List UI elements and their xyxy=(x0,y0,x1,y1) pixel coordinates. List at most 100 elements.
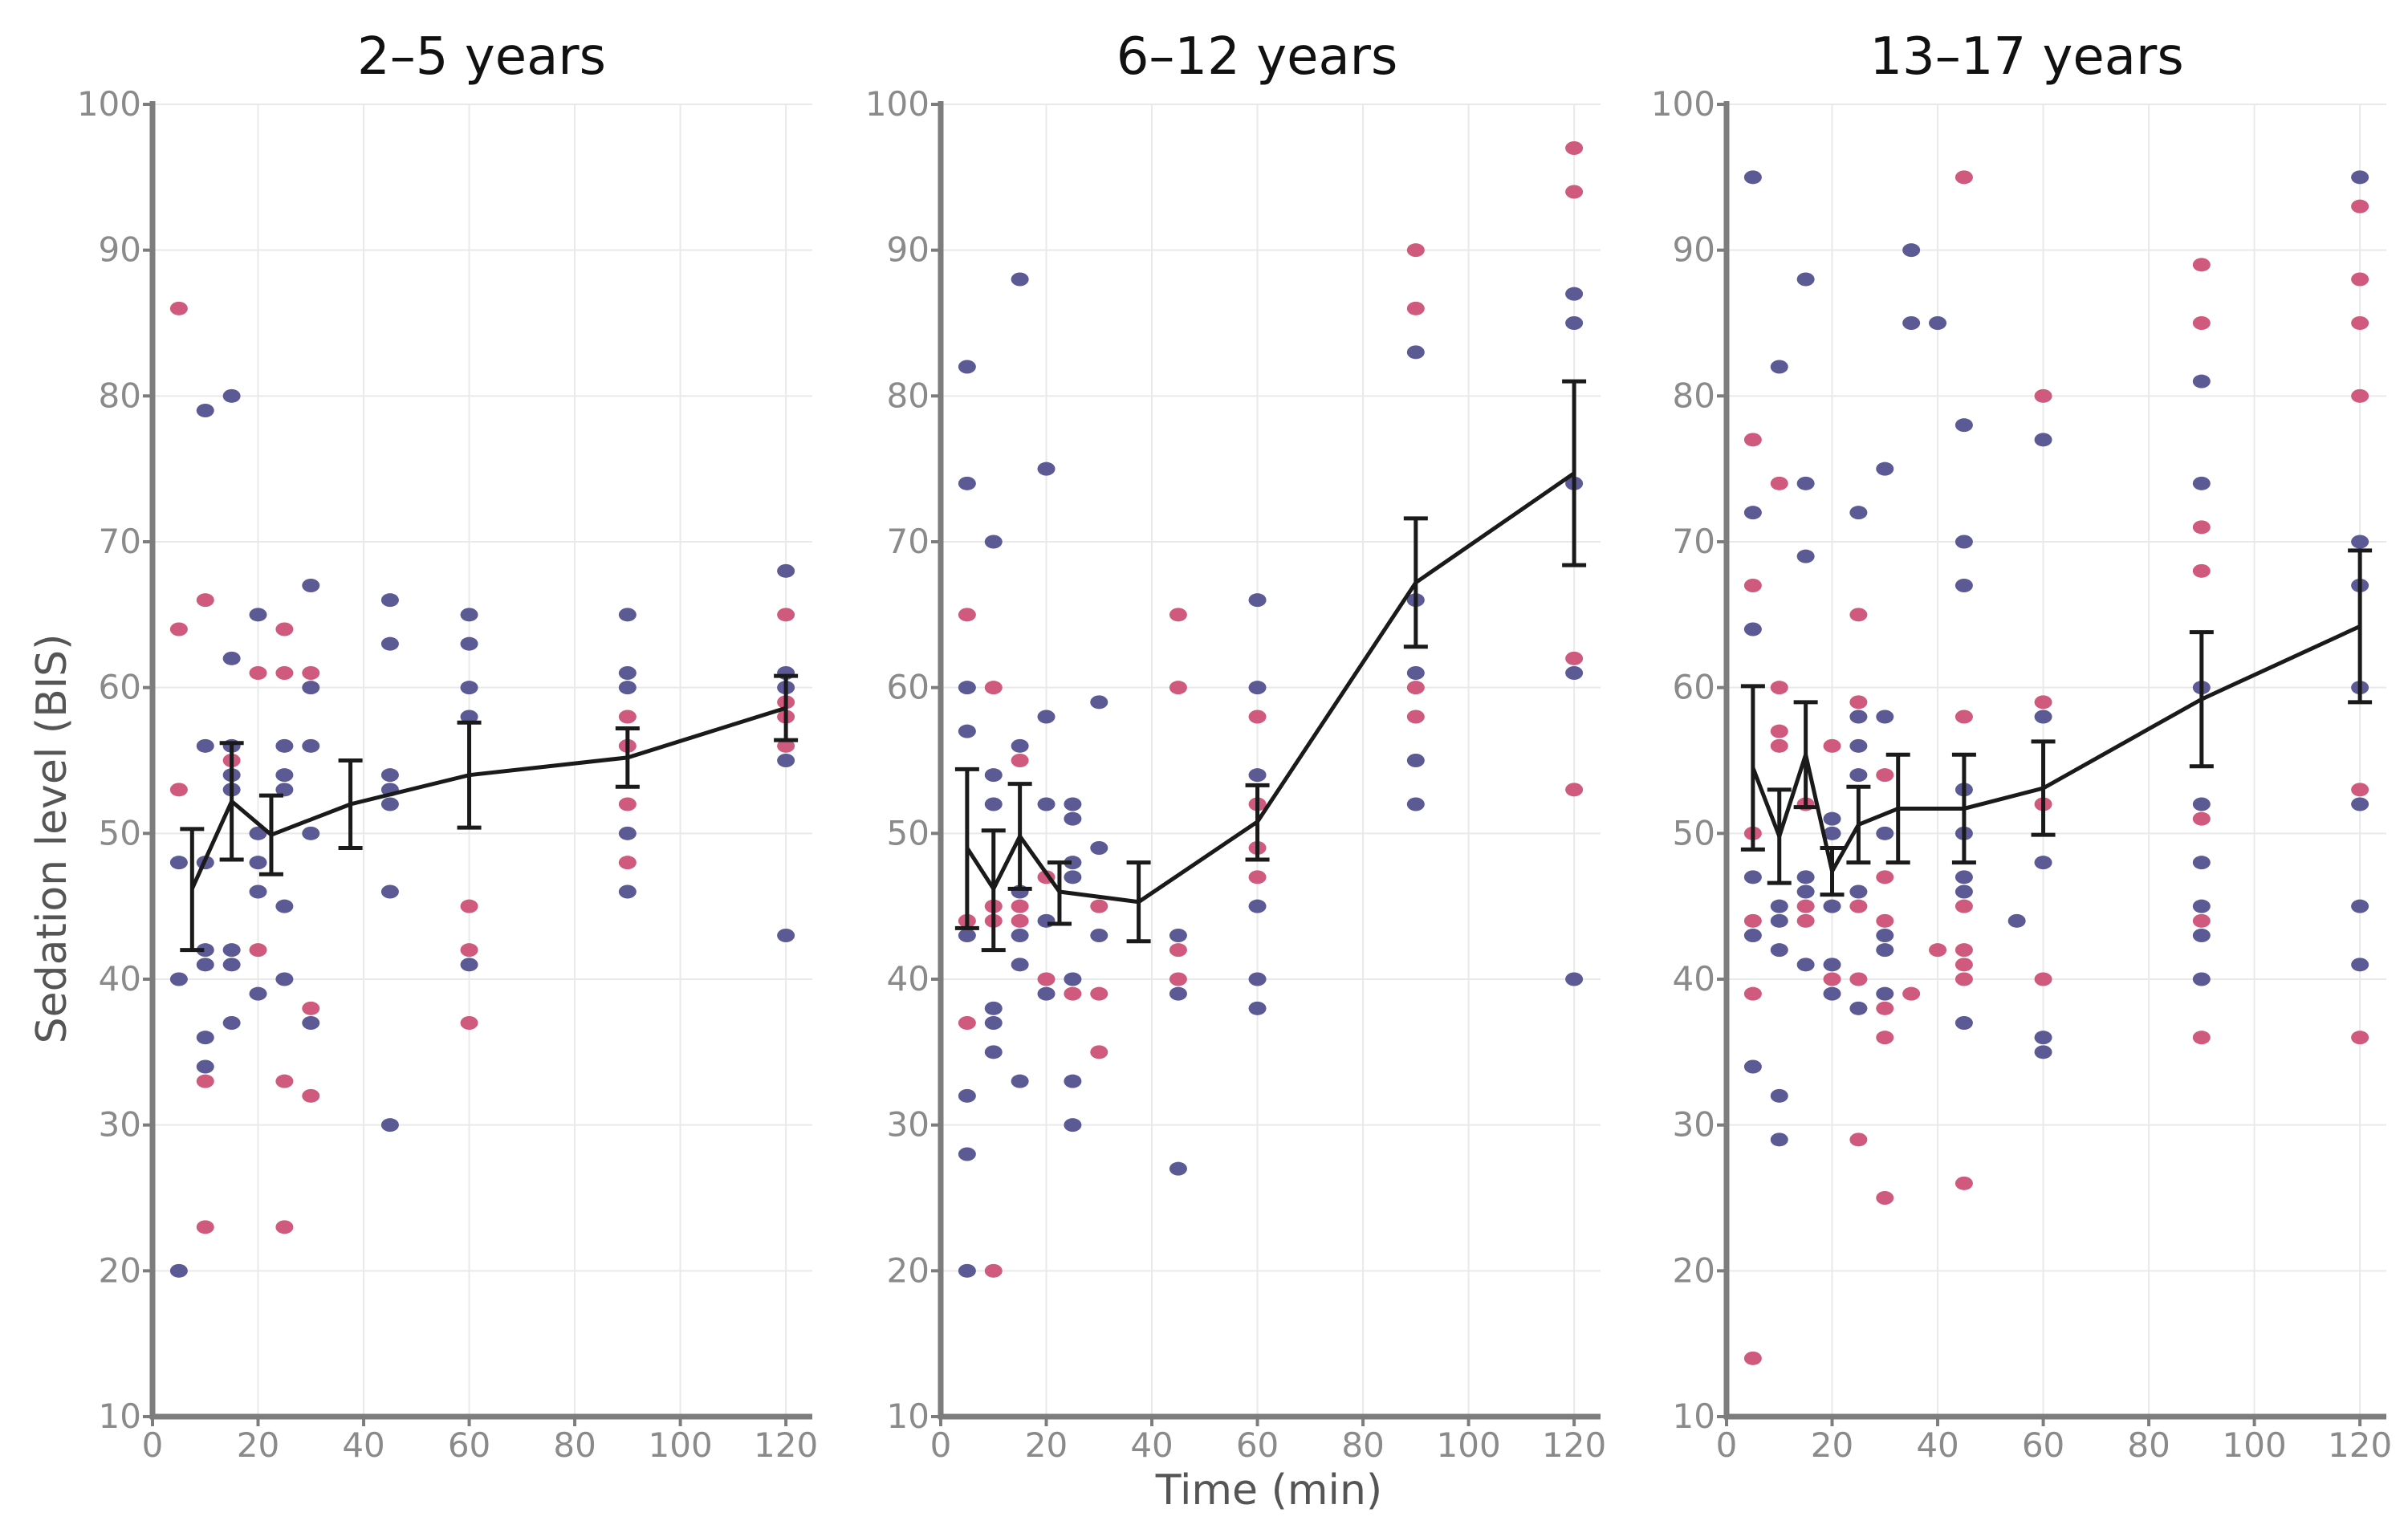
y-tick-label: 90 xyxy=(887,230,929,270)
data-point-group-a xyxy=(2192,476,2211,490)
y-tick-label: 80 xyxy=(887,376,929,415)
panel-title: 6–12 years xyxy=(1117,27,1398,87)
data-point-group-a xyxy=(2034,1045,2052,1059)
data-point-group-a xyxy=(1037,710,1056,724)
data-point-group-a xyxy=(1248,593,1267,608)
data-point-group-a xyxy=(1954,884,1973,899)
mean-line xyxy=(1751,624,2361,877)
y-tick-label: 40 xyxy=(1673,959,1715,998)
data-point-group-b xyxy=(275,1220,294,1234)
data-point-group-b xyxy=(1823,738,1841,753)
x-tick-label: 40 xyxy=(1916,1425,1959,1465)
data-point-group-b xyxy=(169,301,188,315)
data-point-group-b xyxy=(1954,710,1973,724)
data-point-group-b xyxy=(302,1001,320,1015)
x-tick-label: 60 xyxy=(2022,1425,2064,1465)
data-point-group-a xyxy=(1743,1059,1762,1074)
data-point-group-a xyxy=(1011,1074,1029,1088)
y-tick-label: 100 xyxy=(865,84,929,124)
data-point-group-b xyxy=(618,856,637,870)
data-point-group-a xyxy=(1064,972,1082,986)
data-point-group-a xyxy=(1037,797,1056,811)
y-tick-label: 60 xyxy=(887,668,929,707)
data-point-group-b xyxy=(460,899,478,913)
data-point-group-a xyxy=(1011,738,1029,753)
data-point-group-a xyxy=(222,651,241,665)
data-point-group-b xyxy=(1743,433,1762,447)
data-point-group-b xyxy=(1954,1176,1973,1190)
data-point-group-b xyxy=(1849,972,1868,986)
data-point-group-a xyxy=(618,826,637,840)
data-point-group-a xyxy=(1770,1132,1788,1147)
data-point-group-a xyxy=(1796,549,1815,563)
y-tick-label: 10 xyxy=(99,1397,141,1436)
data-point-group-a xyxy=(984,1001,1003,1015)
data-point-group-b xyxy=(1770,724,1788,738)
x-tick-label: 40 xyxy=(342,1425,384,1465)
y-tick-label: 70 xyxy=(1673,522,1715,561)
data-point-group-b xyxy=(1565,651,1584,665)
data-point-group-a xyxy=(2351,797,2369,811)
data-point-group-b xyxy=(1037,972,1056,986)
data-point-group-b xyxy=(196,1220,214,1234)
y-tick-label: 60 xyxy=(1673,668,1715,707)
data-point-group-b xyxy=(1248,870,1267,884)
data-point-group-b xyxy=(618,710,637,724)
data-point-group-b xyxy=(275,666,294,680)
data-point-group-a xyxy=(984,535,1003,549)
data-point-group-a xyxy=(1796,476,1815,490)
data-point-group-a xyxy=(1796,870,1815,884)
y-tick-label: 100 xyxy=(1651,84,1715,124)
data-point-group-a xyxy=(2192,797,2211,811)
data-point-group-b xyxy=(2351,316,2369,330)
data-point-group-a xyxy=(958,360,976,374)
data-point-group-a xyxy=(618,666,637,680)
y-tick-label: 10 xyxy=(887,1397,929,1436)
data-point-group-b xyxy=(1954,943,1973,958)
data-point-group-b xyxy=(984,681,1003,695)
data-point-group-a xyxy=(1876,943,1894,958)
data-point-group-a xyxy=(1064,811,1082,826)
data-point-group-b xyxy=(196,1074,214,1088)
data-point-group-b xyxy=(984,1263,1003,1278)
y-tick-label: 70 xyxy=(887,522,929,561)
data-point-group-a xyxy=(1743,170,1762,185)
data-point-group-b xyxy=(1406,301,1425,315)
data-point-group-a xyxy=(1248,681,1267,695)
data-point-group-a xyxy=(1823,899,1841,913)
data-point-group-a xyxy=(1876,710,1894,724)
data-point-group-b xyxy=(249,666,267,680)
data-point-group-a xyxy=(1849,506,1868,520)
y-tick-label: 50 xyxy=(99,813,141,852)
data-point-group-a xyxy=(2192,929,2211,942)
y-tick-label: 20 xyxy=(1673,1250,1715,1290)
data-point-group-b xyxy=(1565,185,1584,199)
data-point-group-a xyxy=(1902,243,1921,258)
data-point-group-b xyxy=(1902,986,1921,1001)
data-point-group-b xyxy=(1876,1191,1894,1205)
data-point-group-a xyxy=(302,738,320,753)
data-point-group-a xyxy=(222,388,241,403)
x-tick-label: 20 xyxy=(1811,1425,1853,1465)
data-point-group-a xyxy=(2351,170,2369,185)
data-point-group-a xyxy=(275,899,294,913)
data-point-group-a xyxy=(2007,913,2026,928)
data-point-group-a xyxy=(2351,535,2369,549)
data-point-group-a xyxy=(1064,856,1082,870)
data-point-group-a xyxy=(249,608,267,622)
data-point-group-a xyxy=(302,826,320,840)
data-point-group-a xyxy=(380,636,399,651)
data-point-group-b xyxy=(1770,476,1788,490)
x-tick-label: 100 xyxy=(649,1425,713,1465)
data-point-group-a xyxy=(1849,768,1868,783)
data-point-group-a xyxy=(958,1263,976,1278)
data-point-group-a xyxy=(1849,884,1868,899)
data-point-group-a xyxy=(1954,535,1973,549)
data-point-group-b xyxy=(1011,913,1029,928)
data-point-group-b xyxy=(1090,986,1108,1001)
data-point-group-a xyxy=(169,856,188,870)
data-point-group-a xyxy=(2034,710,2052,724)
y-tick-label: 20 xyxy=(99,1250,141,1290)
data-point-group-b xyxy=(1849,695,1868,710)
y-tick-label: 30 xyxy=(1673,1105,1715,1145)
